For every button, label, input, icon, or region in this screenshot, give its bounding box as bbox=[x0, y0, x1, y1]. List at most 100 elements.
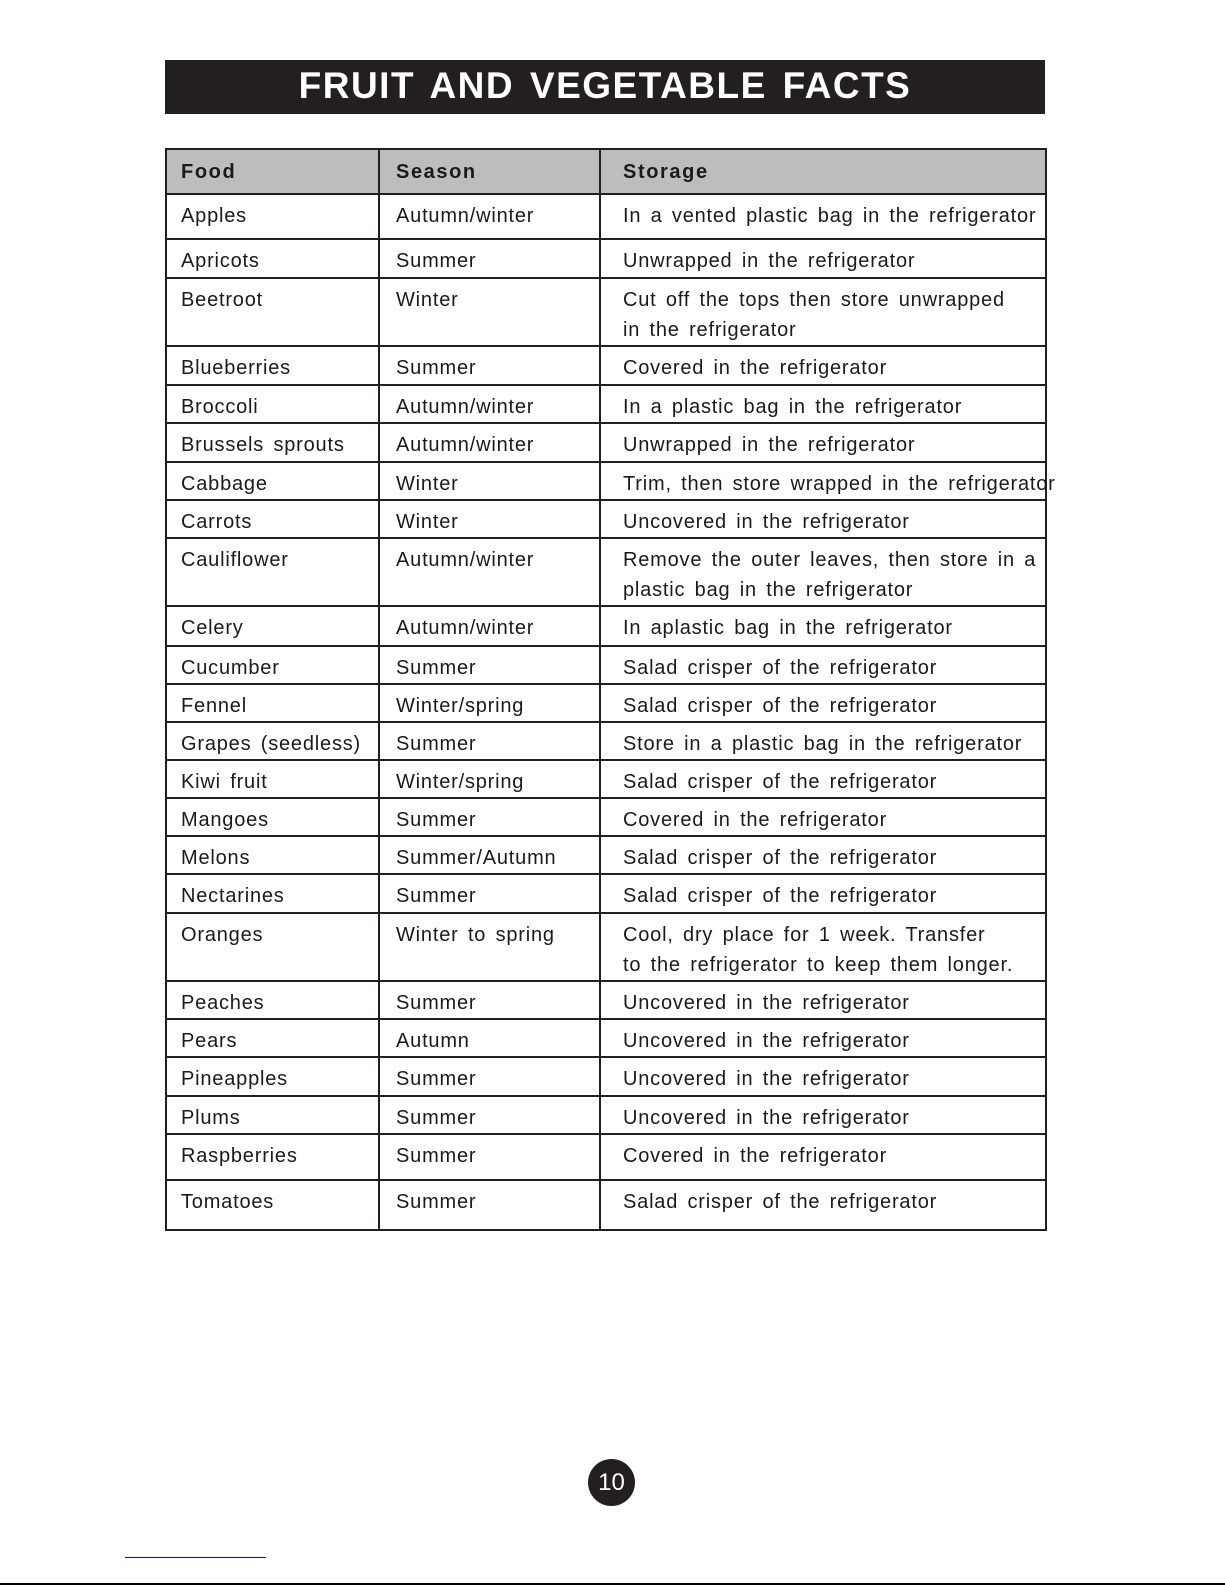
cell-storage: Remove the outer leaves, then store in a… bbox=[599, 537, 1047, 607]
cell-food: Tomatoes bbox=[165, 1179, 380, 1231]
cell-storage: Salad crisper of the refrigerator bbox=[599, 835, 1047, 875]
table-row: Fennel Winter/spring Salad crisper of the … bbox=[165, 683, 1047, 723]
cell-food: Beetroot bbox=[165, 277, 380, 347]
table-row: Pineapples Summer Uncovered in the refrige… bbox=[165, 1056, 1047, 1097]
cell-food: Apples bbox=[165, 193, 380, 240]
cell-season: Summer bbox=[378, 873, 601, 914]
page-title: FRUIT AND VEGETABLE FACTS bbox=[165, 60, 1045, 114]
cell-storage: Unwrapped in the refrigerator bbox=[599, 238, 1047, 279]
cell-storage: In a vented plastic bag in the refrigera… bbox=[599, 193, 1047, 240]
table-row: Raspberries Summer Covered in the refriger… bbox=[165, 1133, 1047, 1181]
table-row: Cauliflower Autumn/winter Remove the outer… bbox=[165, 537, 1047, 607]
cell-food: Pineapples bbox=[165, 1056, 380, 1097]
cell-food: Peaches bbox=[165, 980, 380, 1020]
header-season: Season bbox=[378, 148, 601, 195]
cell-storage: Cut off the tops then store unwrapped in… bbox=[599, 277, 1047, 347]
cell-season: Summer/Autumn bbox=[378, 835, 601, 875]
table-row: Blueberries Summer Covered in the refriger… bbox=[165, 345, 1047, 386]
header-food: Food bbox=[165, 148, 380, 195]
cell-food: Celery bbox=[165, 605, 380, 647]
cell-food: Raspberries bbox=[165, 1133, 380, 1181]
cell-storage: Trim, then store wrapped in the refriger… bbox=[599, 461, 1055, 501]
cell-food: Mangoes bbox=[165, 797, 380, 837]
cell-season: Autumn/winter bbox=[378, 422, 601, 463]
cell-storage: Salad crisper of the refrigerator bbox=[599, 683, 1047, 723]
cell-storage: Covered in the refrigerator bbox=[599, 797, 1047, 837]
table-row: Beetroot Winter Cut off the tops then stor… bbox=[165, 277, 1047, 347]
table-row: Apricots Summer Unwrapped in the refrigera… bbox=[165, 238, 1047, 279]
cell-food: Cabbage bbox=[165, 461, 380, 501]
page-number: 10 bbox=[588, 1459, 635, 1506]
cell-food: Fennel bbox=[165, 683, 380, 723]
cell-food: Broccoli bbox=[165, 384, 380, 424]
cell-season: Winter/spring bbox=[378, 683, 601, 723]
cell-storage: Unwrapped in the refrigerator bbox=[599, 422, 1047, 463]
cell-food: Apricots bbox=[165, 238, 380, 279]
cell-storage: Store in a plastic bag in the refrigerat… bbox=[599, 721, 1047, 761]
cell-storage: Salad crisper of the refrigerator bbox=[599, 759, 1047, 799]
cell-season: Summer bbox=[378, 1056, 601, 1097]
cell-season: Summer bbox=[378, 721, 601, 761]
cell-season: Autumn/winter bbox=[378, 537, 601, 607]
table-row: Melons Summer/Autumn Salad crisper of the … bbox=[165, 835, 1047, 875]
cell-season: Summer bbox=[378, 980, 601, 1020]
cell-storage: Uncovered in the refrigerator bbox=[599, 499, 1047, 539]
cell-season: Summer bbox=[378, 797, 601, 837]
cell-season: Winter to spring bbox=[378, 912, 601, 982]
cell-food: Cucumber bbox=[165, 645, 380, 685]
cell-storage: Salad crisper of the refrigerator bbox=[599, 645, 1047, 685]
table-header-row: Food Season Storage bbox=[165, 148, 1047, 195]
cell-storage: Uncovered in the refrigerator bbox=[599, 1018, 1047, 1058]
table-row: Broccoli Autumn/winter In a plastic bag in… bbox=[165, 384, 1047, 424]
table-row: Mangoes Summer Covered in the refrigerator bbox=[165, 797, 1047, 837]
link-underline bbox=[125, 1557, 266, 1558]
table-row: Tomatoes Summer Salad crisper of the refri… bbox=[165, 1179, 1047, 1231]
cell-food: Blueberries bbox=[165, 345, 380, 386]
cell-season: Summer bbox=[378, 645, 601, 685]
cell-season: Autumn bbox=[378, 1018, 601, 1058]
cell-food: Cauliflower bbox=[165, 537, 380, 607]
cell-storage: Salad crisper of the refrigerator bbox=[599, 873, 1047, 914]
cell-season: Winter bbox=[378, 277, 601, 347]
header-storage: Storage bbox=[599, 148, 1047, 195]
table-row: Oranges Winter to spring Cool, dry place f… bbox=[165, 912, 1047, 982]
cell-season: Autumn/winter bbox=[378, 605, 601, 647]
cell-storage: Uncovered in the refrigerator bbox=[599, 980, 1047, 1020]
facts-table: Food Season Storage Apples Autumn/winter I… bbox=[165, 148, 1055, 1231]
cell-storage: Cool, dry place for 1 week. Transfer to … bbox=[599, 912, 1047, 982]
cell-food: Melons bbox=[165, 835, 380, 875]
table-row: Cucumber Summer Salad crisper of the refri… bbox=[165, 645, 1047, 685]
cell-food: Carrots bbox=[165, 499, 380, 539]
table-row: Apples Autumn/winter In a vented plastic b… bbox=[165, 193, 1047, 240]
cell-food: Grapes (seedless) bbox=[165, 721, 380, 761]
cell-season: Summer bbox=[378, 238, 601, 279]
cell-season: Summer bbox=[378, 1179, 601, 1231]
cell-season: Winter bbox=[378, 461, 601, 501]
table-row: Grapes (seedless) Summer Store in a plasti… bbox=[165, 721, 1047, 761]
table-row: Cabbage Winter Trim, then store wrapped in… bbox=[165, 461, 1055, 501]
cell-storage: In a plastic bag in the refrigerator bbox=[599, 384, 1047, 424]
cell-storage: Covered in the refrigerator bbox=[599, 345, 1047, 386]
cell-storage: Covered in the refrigerator bbox=[599, 1133, 1047, 1181]
table-row: Peaches Summer Uncovered in the refrigerat… bbox=[165, 980, 1047, 1020]
cell-storage: In aplastic bag in the refrigerator bbox=[599, 605, 1047, 647]
cell-food: Brussels sprouts bbox=[165, 422, 380, 463]
cell-season: Autumn/winter bbox=[378, 193, 601, 240]
cell-season: Summer bbox=[378, 1133, 601, 1181]
cell-food: Plums bbox=[165, 1095, 380, 1135]
cell-season: Winter bbox=[378, 499, 601, 539]
cell-food: Pears bbox=[165, 1018, 380, 1058]
table-row: Carrots Winter Uncovered in the refrigerat… bbox=[165, 499, 1047, 539]
cell-season: Summer bbox=[378, 1095, 601, 1135]
cell-food: Oranges bbox=[165, 912, 380, 982]
cell-storage: Uncovered in the refrigerator bbox=[599, 1056, 1047, 1097]
cell-season: Summer bbox=[378, 345, 601, 386]
cell-storage: Salad crisper of the refrigerator bbox=[599, 1179, 1047, 1231]
table-row: Celery Autumn/winter In aplastic bag in th… bbox=[165, 605, 1047, 647]
table-row: Brussels sprouts Autumn/winter Unwrapped i… bbox=[165, 422, 1047, 463]
cell-food: Nectarines bbox=[165, 873, 380, 914]
cell-storage: Uncovered in the refrigerator bbox=[599, 1095, 1047, 1135]
table-row: Nectarines Summer Salad crisper of the ref… bbox=[165, 873, 1047, 914]
cell-food: Kiwi fruit bbox=[165, 759, 380, 799]
table-row: Plums Summer Uncovered in the refrigerator bbox=[165, 1095, 1047, 1135]
